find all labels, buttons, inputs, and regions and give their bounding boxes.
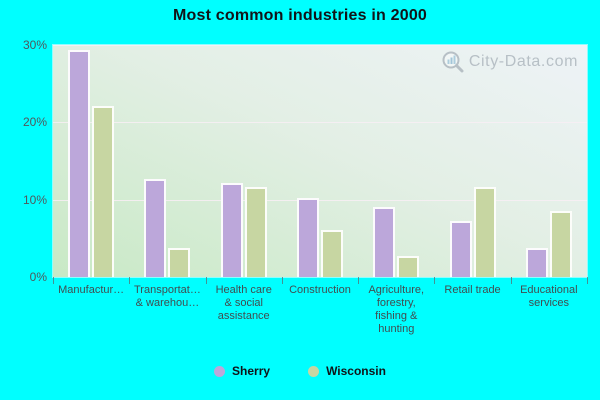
bar-sherry-3 xyxy=(297,198,319,277)
x-label-line: hunting xyxy=(378,323,415,335)
bar-sherry-4 xyxy=(373,207,396,277)
gridline-10 xyxy=(53,199,587,201)
x-label-line: Manufactur… xyxy=(58,284,125,296)
x-label-line: services xyxy=(528,297,570,309)
bar-wisconsin-6 xyxy=(549,211,572,277)
bar-sherry-2 xyxy=(220,183,243,277)
x-label-line: Construction xyxy=(289,284,351,296)
bar-wisconsin-4 xyxy=(397,256,420,277)
legend-swatch-icon xyxy=(308,365,320,377)
plot-area: City-Data.com xyxy=(52,44,588,278)
watermark-text: City-Data.com xyxy=(468,53,578,70)
x-tick-1 xyxy=(129,277,130,284)
bar-sherry-0 xyxy=(68,50,91,277)
x-category-label-4: Agriculture, forestry, fishing & hunting xyxy=(348,284,444,336)
legend: Sherry Wisconsin xyxy=(0,364,600,378)
x-label-line: Transportat… xyxy=(134,284,201,296)
legend-item-sherry: Sherry xyxy=(214,364,270,378)
x-label-line: & social xyxy=(224,297,263,309)
x-tick-0 xyxy=(53,277,54,284)
legend-swatch-icon xyxy=(214,365,226,377)
legend-label: Wisconsin xyxy=(326,364,386,378)
x-label-line: Retail trade xyxy=(444,284,501,296)
bar-wisconsin-5 xyxy=(473,187,496,277)
bar-wisconsin-0 xyxy=(92,106,115,277)
x-label-line: assistance xyxy=(217,310,270,322)
gridline-30 xyxy=(53,45,587,46)
bar-sherry-6 xyxy=(525,248,548,277)
legend-label: Sherry xyxy=(232,364,271,378)
bar-sherry-5 xyxy=(449,221,472,277)
watermark: City-Data.com xyxy=(441,50,578,74)
y-tick-label-30pct: 30% xyxy=(22,38,47,52)
x-tick-7 xyxy=(587,277,588,284)
x-category-label-0: Manufactur… xyxy=(43,284,139,297)
magnifier-chart-icon xyxy=(442,51,464,73)
x-tick-2 xyxy=(206,277,207,284)
bar-sherry-1 xyxy=(144,179,167,277)
x-category-label-3: Construction xyxy=(272,284,368,297)
y-tick-label-10pct: 10% xyxy=(22,192,47,207)
x-label-line: Agriculture, xyxy=(368,284,425,296)
x-label-line: Health care xyxy=(215,284,272,296)
x-label-line: & warehou… xyxy=(135,297,200,309)
chart-title: Most common industries in 2000 xyxy=(172,7,428,24)
bar-wisconsin-1 xyxy=(168,248,191,277)
x-category-label-1: Transportat… & warehou… xyxy=(119,284,215,310)
gridline-20 xyxy=(53,122,587,124)
x-category-label-6: Educational services xyxy=(501,284,597,310)
x-tick-4 xyxy=(358,277,359,284)
x-tick-6 xyxy=(511,277,512,284)
x-label-line: forestry, xyxy=(376,297,416,309)
legend-item-wisconsin: Wisconsin xyxy=(308,364,386,378)
bar-wisconsin-2 xyxy=(244,187,267,277)
x-tick-3 xyxy=(282,277,283,284)
x-label-line: Educational xyxy=(520,284,578,296)
bar-wisconsin-3 xyxy=(321,230,343,277)
y-tick-label-20pct: 20% xyxy=(22,115,47,130)
x-category-label-5: Retail trade xyxy=(425,284,521,297)
x-label-line: fishing & xyxy=(375,310,418,322)
x-category-label-2: Health care & social assistance xyxy=(196,284,292,323)
x-tick-5 xyxy=(434,277,435,284)
y-tick-label-0pct: 0% xyxy=(29,270,47,284)
